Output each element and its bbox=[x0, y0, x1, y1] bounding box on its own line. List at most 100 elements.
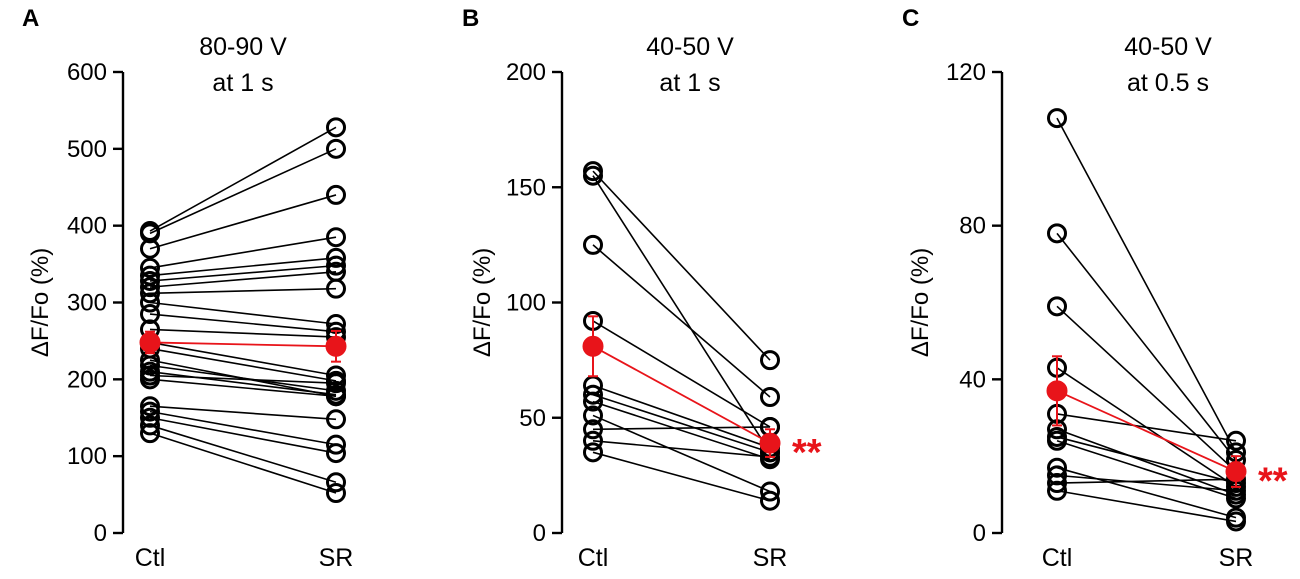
panel-label: C bbox=[902, 5, 919, 32]
data-point bbox=[1047, 223, 1067, 244]
mean-point bbox=[1046, 380, 1068, 402]
y-tick-label: 200 bbox=[506, 59, 546, 86]
pair-line bbox=[592, 440, 771, 458]
pair-line bbox=[1056, 489, 1237, 523]
pair-line bbox=[149, 287, 337, 295]
pair-line bbox=[1056, 305, 1237, 473]
y-axis-label: ΔF/Fo (%) bbox=[907, 248, 934, 357]
mean-point bbox=[759, 432, 781, 454]
data-point bbox=[326, 247, 346, 268]
data-point bbox=[1226, 488, 1246, 509]
data-point bbox=[583, 384, 603, 405]
data-point bbox=[140, 257, 160, 278]
pair-line bbox=[149, 432, 337, 494]
data-point bbox=[583, 442, 603, 463]
pair-line bbox=[592, 451, 771, 502]
mean-point bbox=[582, 335, 604, 357]
data-point bbox=[1047, 457, 1067, 478]
data-point bbox=[140, 415, 160, 436]
data-point bbox=[326, 227, 346, 248]
data-point bbox=[760, 387, 780, 408]
data-point bbox=[583, 405, 603, 426]
condition-title-line: 40-50 V bbox=[646, 33, 734, 61]
panel-b: B 40-50 V at 1 s ΔF/Fo (%) 0 50 100 150 200 Ctl SR… bbox=[462, 5, 822, 572]
data-point bbox=[1047, 430, 1067, 451]
mean-line bbox=[149, 341, 337, 348]
y-axis-label: ΔF/Fo (%) bbox=[27, 248, 54, 357]
mean-line bbox=[1056, 390, 1237, 473]
data-point bbox=[326, 386, 346, 407]
condition-title-line: at 1 s bbox=[212, 69, 273, 97]
x-category-label: Ctl bbox=[135, 544, 166, 572]
pair-line bbox=[149, 270, 337, 288]
pair-line bbox=[592, 400, 771, 461]
y-tick-label: 300 bbox=[67, 290, 107, 317]
data-point bbox=[140, 423, 160, 444]
mean-line bbox=[592, 345, 771, 444]
y-tick-label: 500 bbox=[67, 136, 107, 163]
x-category-label: Ctl bbox=[1042, 544, 1073, 572]
pair-line bbox=[149, 341, 337, 377]
condition-title-line: at 0.5 s bbox=[1127, 69, 1209, 97]
data-point bbox=[326, 434, 346, 455]
y-tick-label: 0 bbox=[973, 520, 986, 547]
data-point bbox=[1047, 465, 1067, 486]
pair-line bbox=[1056, 117, 1237, 453]
pair-line bbox=[149, 126, 337, 232]
data-point bbox=[326, 373, 346, 394]
pair-line bbox=[1056, 413, 1237, 442]
pair-line bbox=[592, 384, 771, 449]
pair-line bbox=[149, 370, 337, 396]
data-point bbox=[583, 165, 603, 186]
data-point bbox=[326, 483, 346, 504]
pair-line bbox=[1056, 466, 1237, 519]
pair-line bbox=[1056, 436, 1237, 484]
significance-marker: ** bbox=[1258, 461, 1288, 503]
pair-line bbox=[149, 236, 337, 269]
data-point bbox=[140, 304, 160, 325]
y-tick-label: 50 bbox=[519, 405, 546, 432]
y-tick-label: 120 bbox=[946, 59, 986, 86]
data-point bbox=[326, 184, 346, 205]
data-point bbox=[140, 277, 160, 298]
pair-line bbox=[149, 264, 337, 282]
data-point bbox=[140, 292, 160, 313]
panel-c: C 40-50 V at 0.5 s ΔF/Fo (%) 0 40 80 120 Ctl SR ** bbox=[902, 5, 1288, 572]
data-point bbox=[326, 138, 346, 159]
y-tick-label: 0 bbox=[533, 520, 546, 547]
data-point bbox=[326, 472, 346, 493]
x-category-label: SR bbox=[1219, 544, 1254, 572]
pair-line bbox=[149, 301, 337, 325]
data-point bbox=[326, 117, 346, 138]
data-point bbox=[1047, 108, 1067, 129]
x-category-label: SR bbox=[319, 544, 354, 572]
y-tick-label: 100 bbox=[67, 443, 107, 470]
condition-title-line: at 1 s bbox=[659, 69, 720, 97]
pair-line bbox=[592, 320, 771, 428]
pair-line bbox=[149, 194, 337, 250]
pair-line bbox=[592, 244, 771, 398]
pair-line bbox=[149, 347, 337, 382]
panel-a: A 80-90 V at 1 s ΔF/Fo (%) 0 100 200 300 400 500 6… bbox=[22, 5, 353, 572]
data-point bbox=[1047, 296, 1067, 317]
pair-line bbox=[149, 257, 337, 277]
data-point bbox=[1226, 511, 1246, 532]
mean-point bbox=[139, 331, 161, 353]
pair-line bbox=[149, 378, 337, 398]
data-point bbox=[140, 401, 160, 422]
y-tick-label: 80 bbox=[959, 213, 986, 240]
y-tick-label: 40 bbox=[959, 366, 986, 393]
mean-point bbox=[325, 335, 347, 357]
y-tick-label: 100 bbox=[506, 290, 546, 317]
data-point bbox=[1047, 473, 1067, 494]
data-point bbox=[140, 369, 160, 390]
data-point bbox=[326, 255, 346, 276]
x-category-label: SR bbox=[753, 544, 788, 572]
panel-label: A bbox=[22, 5, 39, 32]
pair-line bbox=[149, 405, 337, 421]
data-point bbox=[140, 238, 160, 259]
data-point bbox=[140, 223, 160, 244]
data-point bbox=[583, 419, 603, 440]
significance-marker: ** bbox=[792, 432, 822, 474]
pair-line bbox=[1056, 478, 1237, 484]
